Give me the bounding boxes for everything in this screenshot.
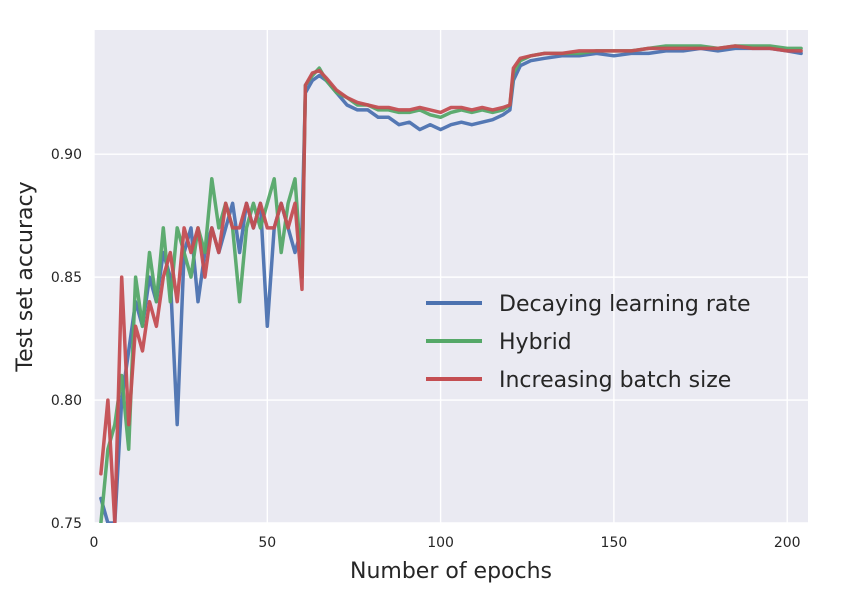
y-tick-label: 0.90 [51,147,82,163]
y-tick-label: 0.80 [51,393,82,409]
y-tick-label: 0.85 [51,270,82,286]
tick-labels: 0 50 100 150 200 0.75 0.80 0.85 0.90 [51,147,801,551]
legend-label-0: Decaying learning rate [499,292,751,317]
x-tick-label: 50 [258,535,276,551]
legend-label-2: Increasing batch size [499,368,731,393]
series-line-0 [99,46,803,523]
x-tick-label: 0 [90,535,99,551]
y-axis-label: Test set accuracy [13,181,38,372]
y-tick-label: 0.75 [51,516,82,532]
series-line-2 [99,44,803,523]
legend: Decaying learning rate Hybrid Increasing b… [426,292,751,393]
x-axis-label: Number of epochs [350,559,552,584]
x-tick-label: 150 [601,535,628,551]
x-tick-label: 200 [774,535,801,551]
legend-label-1: Hybrid [499,330,572,355]
x-tick-label: 100 [427,535,454,551]
series-lines [99,44,803,523]
